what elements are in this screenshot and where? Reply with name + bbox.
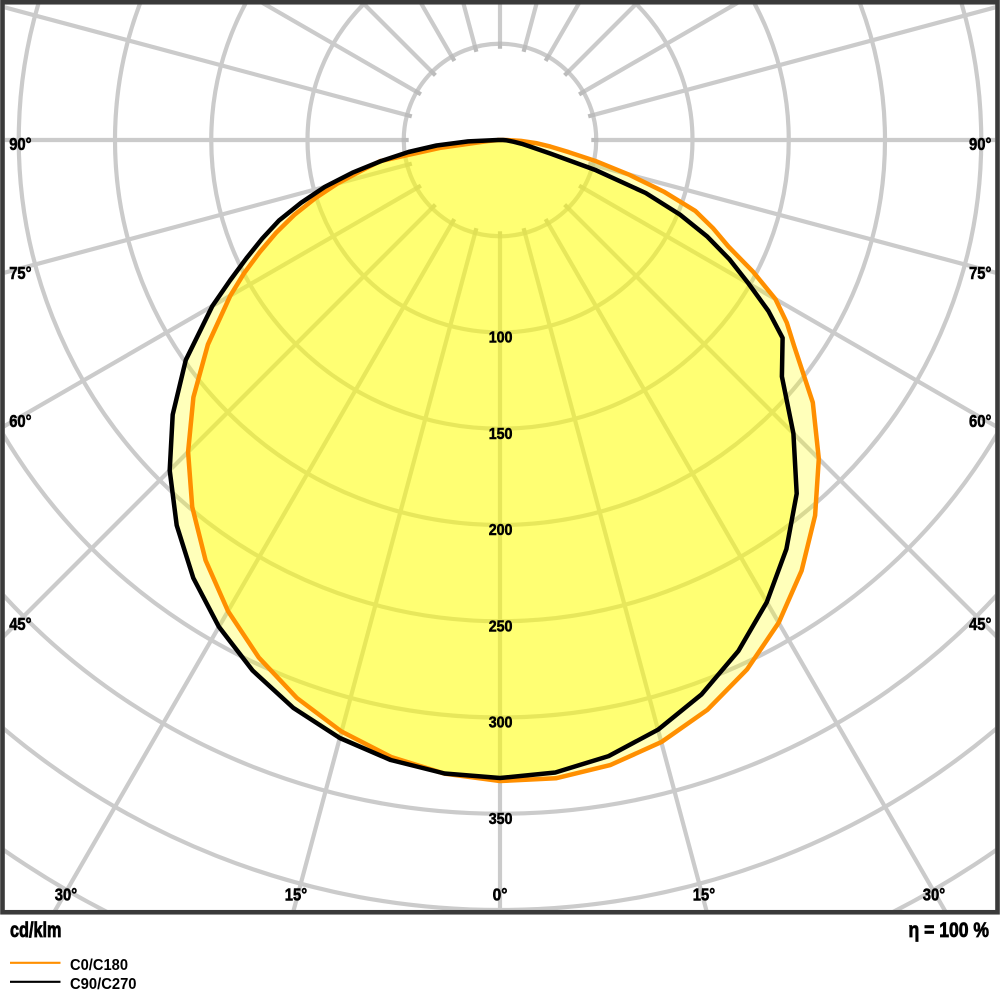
svg-text:350: 350 [489, 811, 513, 828]
svg-text:75°: 75° [969, 263, 991, 283]
svg-text:200: 200 [489, 522, 513, 539]
svg-text:15°: 15° [693, 885, 715, 905]
svg-text:60°: 60° [9, 411, 31, 431]
svg-text:250: 250 [489, 618, 513, 635]
svg-text:90°: 90° [969, 134, 991, 154]
svg-text:cd/klm: cd/klm [10, 919, 62, 942]
svg-text:C90/C270: C90/C270 [70, 976, 137, 993]
svg-text:30°: 30° [923, 885, 945, 905]
svg-text:30°: 30° [55, 885, 77, 905]
svg-text:300: 300 [489, 715, 513, 732]
svg-text:0°: 0° [493, 885, 508, 905]
svg-text:60°: 60° [969, 411, 991, 431]
svg-text:45°: 45° [9, 614, 31, 634]
svg-text:15°: 15° [285, 885, 307, 905]
svg-text:C0/C180: C0/C180 [70, 957, 128, 974]
svg-text:100: 100 [489, 330, 513, 347]
svg-text:75°: 75° [9, 263, 31, 283]
svg-text:η = 100 %: η = 100 % [909, 919, 990, 942]
svg-text:90°: 90° [9, 134, 31, 154]
svg-text:150: 150 [489, 426, 513, 443]
svg-text:45°: 45° [969, 614, 991, 634]
